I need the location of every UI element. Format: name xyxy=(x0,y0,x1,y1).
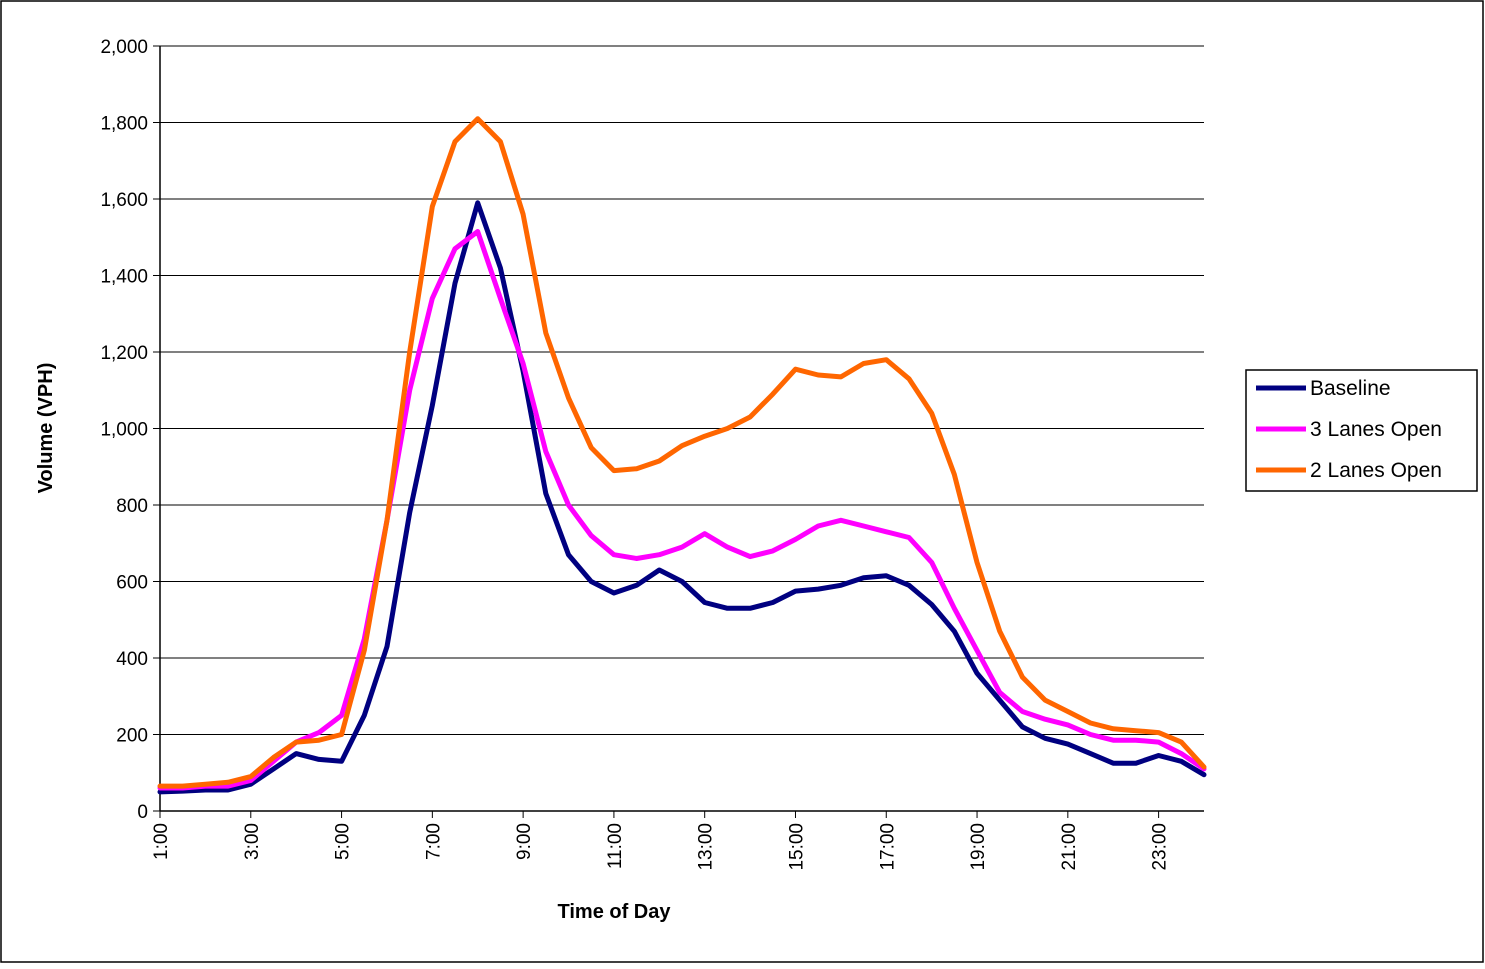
y-axis-title: Volume (VPH) xyxy=(35,363,57,494)
y-tick-label: 400 xyxy=(116,649,148,670)
series-line xyxy=(157,229,1207,791)
series-line xyxy=(157,200,1207,795)
y-tick-label: 0 xyxy=(137,802,148,823)
x-tick-label: 11:00 xyxy=(605,823,626,869)
x-tick-label: 13:00 xyxy=(696,823,717,871)
y-tick-label: 2,000 xyxy=(100,37,148,58)
legend-label: 2 Lanes Open xyxy=(1310,459,1442,482)
series-line xyxy=(157,116,1207,789)
x-tick-label: 19:00 xyxy=(968,823,989,871)
x-tick-label: 15:00 xyxy=(786,823,807,871)
y-tick-label: 1,400 xyxy=(100,267,148,288)
y-tick-label: 200 xyxy=(116,726,148,747)
y-tick-label: 800 xyxy=(116,496,148,517)
y-tick-label: 1,000 xyxy=(100,420,148,441)
x-tick-label: 9:00 xyxy=(514,823,535,860)
x-tick-label: 21:00 xyxy=(1059,823,1080,871)
y-tick-label: 600 xyxy=(116,573,148,594)
x-axis-title: Time of Day xyxy=(558,901,672,923)
legend-label: 3 Lanes Open xyxy=(1310,418,1442,441)
x-tick-label: 17:00 xyxy=(877,823,898,871)
x-tick-label: 7:00 xyxy=(423,823,444,860)
x-tick-label: 1:00 xyxy=(151,823,172,860)
y-tick-label: 1,200 xyxy=(100,343,148,364)
x-tick-label: 23:00 xyxy=(1150,823,1171,871)
legend-label: Baseline xyxy=(1310,377,1391,400)
x-tick-label: 3:00 xyxy=(242,823,263,860)
y-tick-label: 1,600 xyxy=(100,190,148,211)
x-tick-label: 5:00 xyxy=(333,823,354,860)
y-tick-label: 1,800 xyxy=(100,114,148,135)
